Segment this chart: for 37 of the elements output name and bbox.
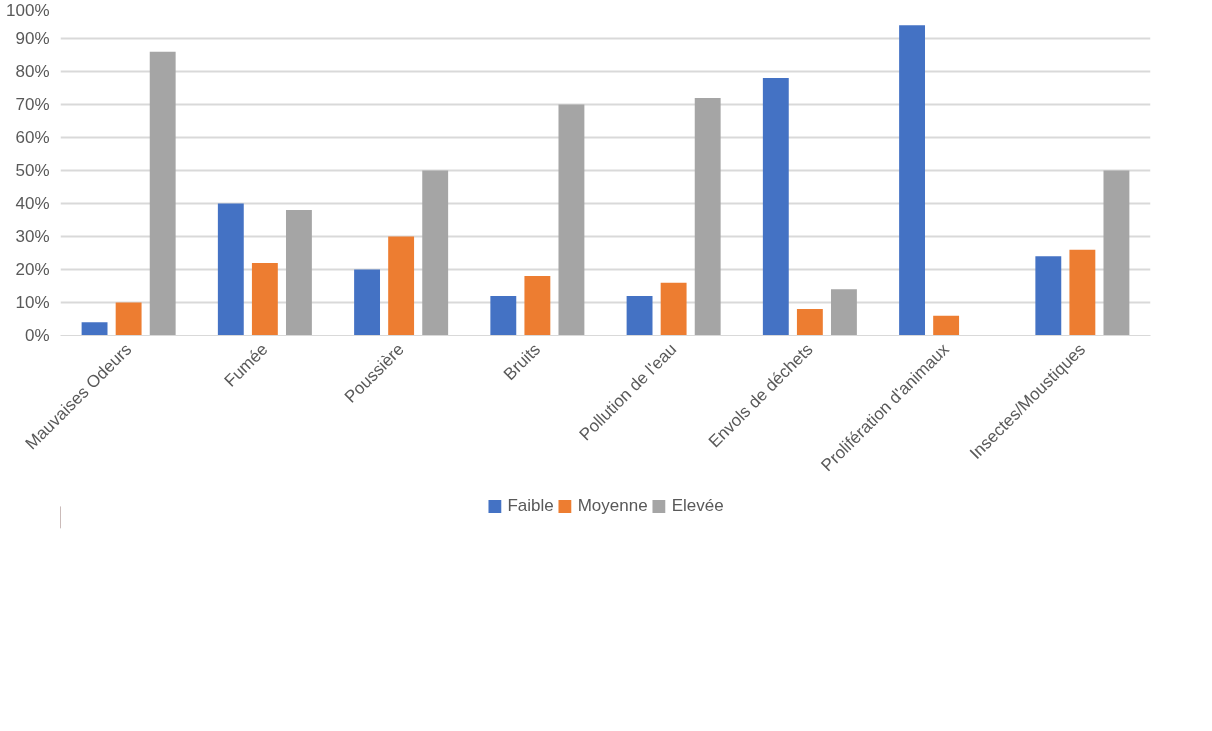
y-tick-label: 80% <box>15 62 50 81</box>
bar <box>490 295 517 336</box>
bar <box>762 78 789 336</box>
y-tick-label: 10% <box>15 293 50 312</box>
y-tick-label: 90% <box>15 29 50 48</box>
bar <box>660 282 687 336</box>
bar <box>796 309 823 336</box>
bar <box>899 25 926 336</box>
bar <box>115 302 142 336</box>
y-tick-label: 100% <box>6 0 50 20</box>
bar <box>422 170 449 336</box>
bar <box>694 97 721 336</box>
bar <box>81 322 108 336</box>
bar <box>558 104 585 336</box>
y-tick-label: 20% <box>15 260 50 279</box>
y-tick-label: 40% <box>15 194 50 213</box>
bar <box>830 289 857 336</box>
bar <box>388 236 415 336</box>
bar <box>149 51 176 336</box>
bar <box>1035 256 1062 336</box>
bar <box>626 295 653 336</box>
y-tick-label: 0% <box>24 326 50 345</box>
bar <box>354 269 381 336</box>
y-tick-label: 70% <box>15 95 50 114</box>
bar <box>524 276 551 336</box>
y-tick-label: 30% <box>15 227 50 246</box>
y-tick-label: 60% <box>15 128 50 147</box>
bar <box>1103 170 1130 336</box>
legend-label: Elevée <box>671 496 724 516</box>
legend-label: Moyenne <box>577 496 648 516</box>
bar <box>217 203 244 336</box>
bar <box>285 210 312 336</box>
bar <box>251 262 278 336</box>
legend-label: Faible <box>507 496 554 516</box>
bar <box>933 315 960 336</box>
y-tick-label: 50% <box>15 161 50 180</box>
bar <box>1069 249 1096 336</box>
